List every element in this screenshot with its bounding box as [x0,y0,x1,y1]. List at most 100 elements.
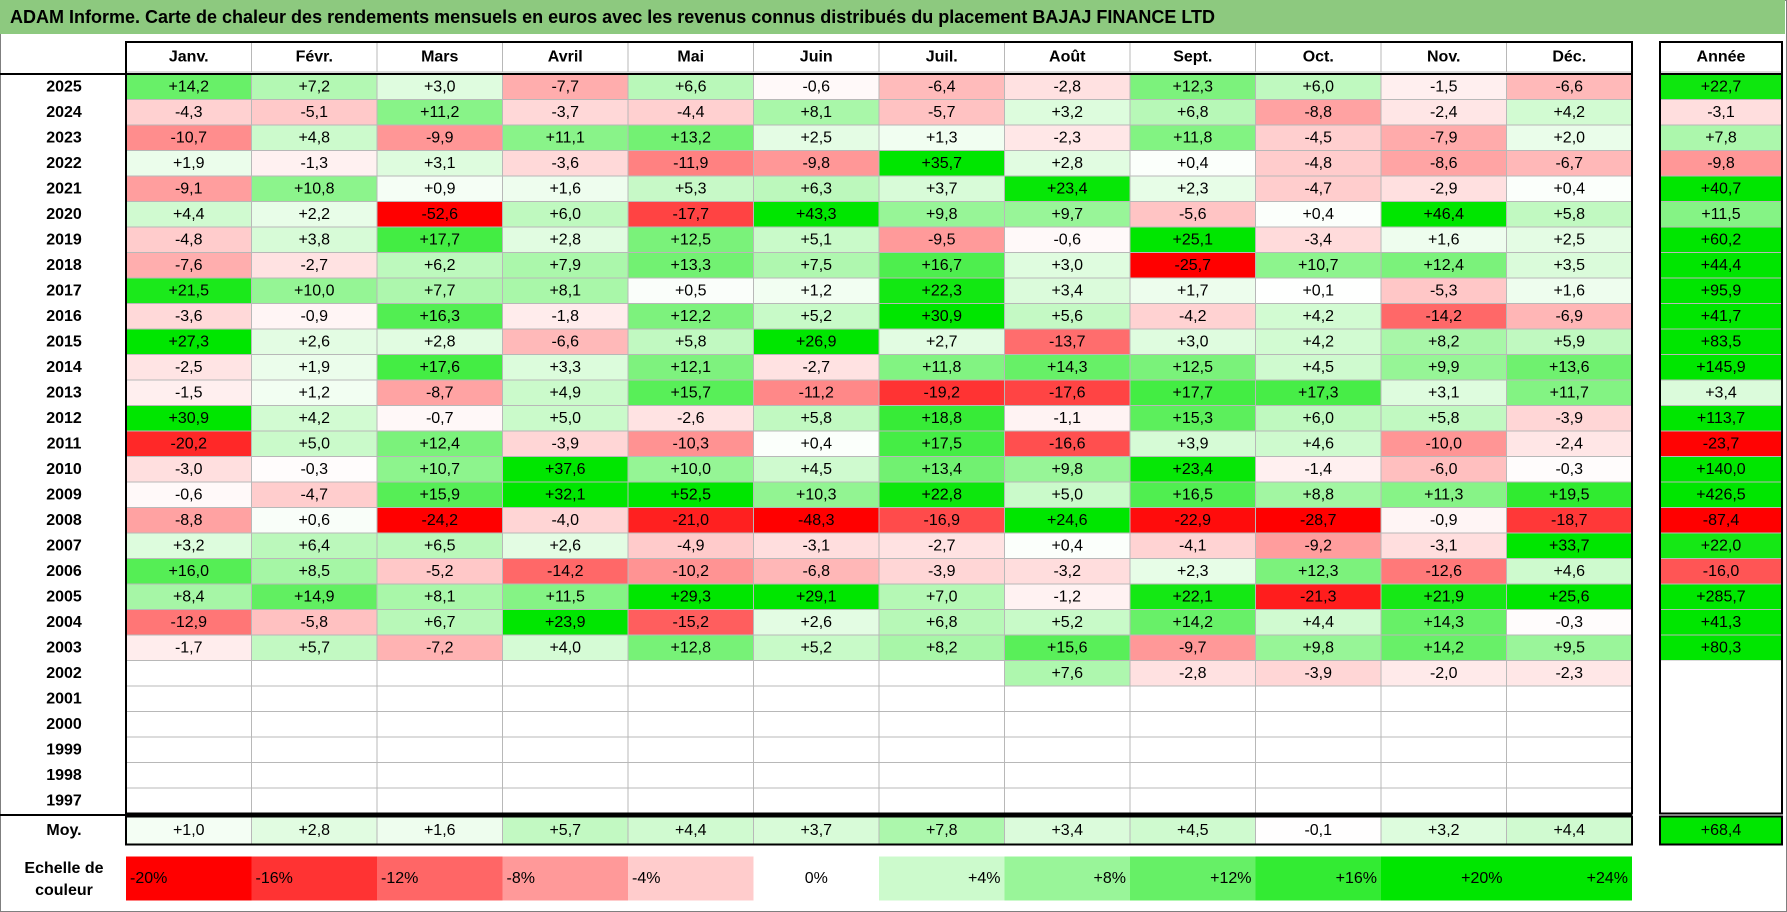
cell-value: +29,3 [671,588,712,605]
heatmap-cell [1004,532,1131,559]
cell-value: +25,1 [1173,231,1214,248]
year-label: 1997 [46,792,82,809]
cell-value: +7,6 [1051,665,1083,682]
cell-value: -3,0 [175,461,203,478]
heatmap-cell [251,634,378,661]
heatmap-cell [251,226,378,253]
cell-value: -5,7 [928,104,956,121]
heatmap-cell [1380,456,1507,483]
heatmap-cell [627,609,754,636]
cell-value: +52,5 [671,486,712,503]
heatmap-cell [1129,787,1256,814]
heatmap-cell [1255,787,1382,814]
cell-value: +16,3 [420,308,461,325]
cell-value: +15,6 [1047,639,1088,656]
cell-value: +21,9 [1424,588,1465,605]
heatmap-cell [1380,736,1507,763]
heatmap-cell [1004,226,1131,253]
heatmap-cell [1129,660,1256,687]
cell-value: +1,6 [1553,282,1585,299]
grid-border [125,41,1633,815]
heatmap-cell [376,481,503,508]
heatmap-cell [1506,634,1633,661]
cell-value: +21,5 [169,282,210,299]
month-header-cell [502,41,629,73]
cell-value: -8,8 [1304,104,1332,121]
heatmap-cell [251,660,378,687]
heatmap-cell [753,201,880,228]
average-value: +1,6 [424,822,456,839]
cell-value: -24,2 [422,512,459,529]
cell-value: +23,9 [545,614,586,631]
cell-value: -8,7 [426,384,454,401]
heatmap-cell [125,226,252,253]
heatmap-cell [1506,73,1633,100]
cell-value: +2,8 [1051,155,1083,172]
cell-value: +11,7 [1550,384,1589,401]
annual-value: -3,1 [1707,104,1735,121]
cell-value: +3,2 [1051,104,1083,121]
annual-value: -87,4 [1703,512,1740,529]
heatmap-cell [1129,558,1256,585]
cell-value: -2,5 [175,359,203,376]
heatmap-cell [627,328,754,355]
heatmap-cell [502,99,629,126]
heatmap-cell [627,660,754,687]
year-label: 2006 [46,563,82,580]
heatmap-cell [1506,660,1633,687]
heatmap-cell [1255,226,1382,253]
cell-value: +0,9 [424,180,456,197]
heatmap-cell [1004,328,1131,355]
cell-value: -9,5 [928,231,956,248]
cell-value: +0,4 [800,435,832,452]
month-header-cell [1004,41,1131,73]
cell-value: +3,7 [926,180,958,197]
cell-value: +4,6 [1302,435,1334,452]
annual-value: +60,2 [1701,231,1742,248]
year-label: 2021 [46,180,82,197]
heatmap-cell [627,379,754,406]
cell-value: +5,8 [675,333,707,350]
heatmap-cell [753,430,880,457]
cell-value: +8,1 [800,104,832,121]
cell-value: -48,3 [798,512,835,529]
heatmap-cell [1004,507,1131,534]
cell-value: +7,0 [926,588,958,605]
month-header: Déc. [1552,49,1586,66]
cell-value: -0,9 [300,308,328,325]
cell-value: +5,3 [675,180,707,197]
cell-value: -11,9 [673,155,708,172]
annual-value: +83,5 [1701,333,1742,350]
cell-value: -3,1 [1430,537,1458,554]
annual-value: +44,4 [1701,257,1742,274]
cell-value: +13,4 [922,461,963,478]
scale-swatch [126,856,252,901]
heatmap-cell [627,277,754,304]
cell-value: +5,0 [298,435,330,452]
heatmap-cell [376,711,503,738]
cell-value: +11,3 [1424,486,1463,503]
average-value: +1,0 [173,822,205,839]
year-label: 2010 [46,461,82,478]
cell-value: +2,6 [800,614,832,631]
cell-value: -15,2 [673,614,710,631]
heatmap-cell [376,430,503,457]
cell-value: +14,9 [294,588,335,605]
cell-value: +5,2 [800,308,832,325]
average-value: -0,1 [1304,822,1332,839]
month-header: Oct. [1303,49,1334,66]
heatmap-cell [753,736,880,763]
month-header-cell [1129,41,1256,73]
month-header-cell [753,41,880,73]
cell-value: -3,9 [1304,665,1332,682]
heatmap-cell [878,379,1005,406]
heatmap-cell [627,226,754,253]
heatmap-cell [1380,507,1507,534]
scale-swatch [1004,856,1130,901]
heatmap-cell [878,354,1005,381]
cell-value: +11,2 [420,104,459,121]
cell-value: -1,2 [1053,588,1081,605]
cell-value: -5,2 [426,563,454,580]
month-header: Sept. [1173,49,1212,66]
